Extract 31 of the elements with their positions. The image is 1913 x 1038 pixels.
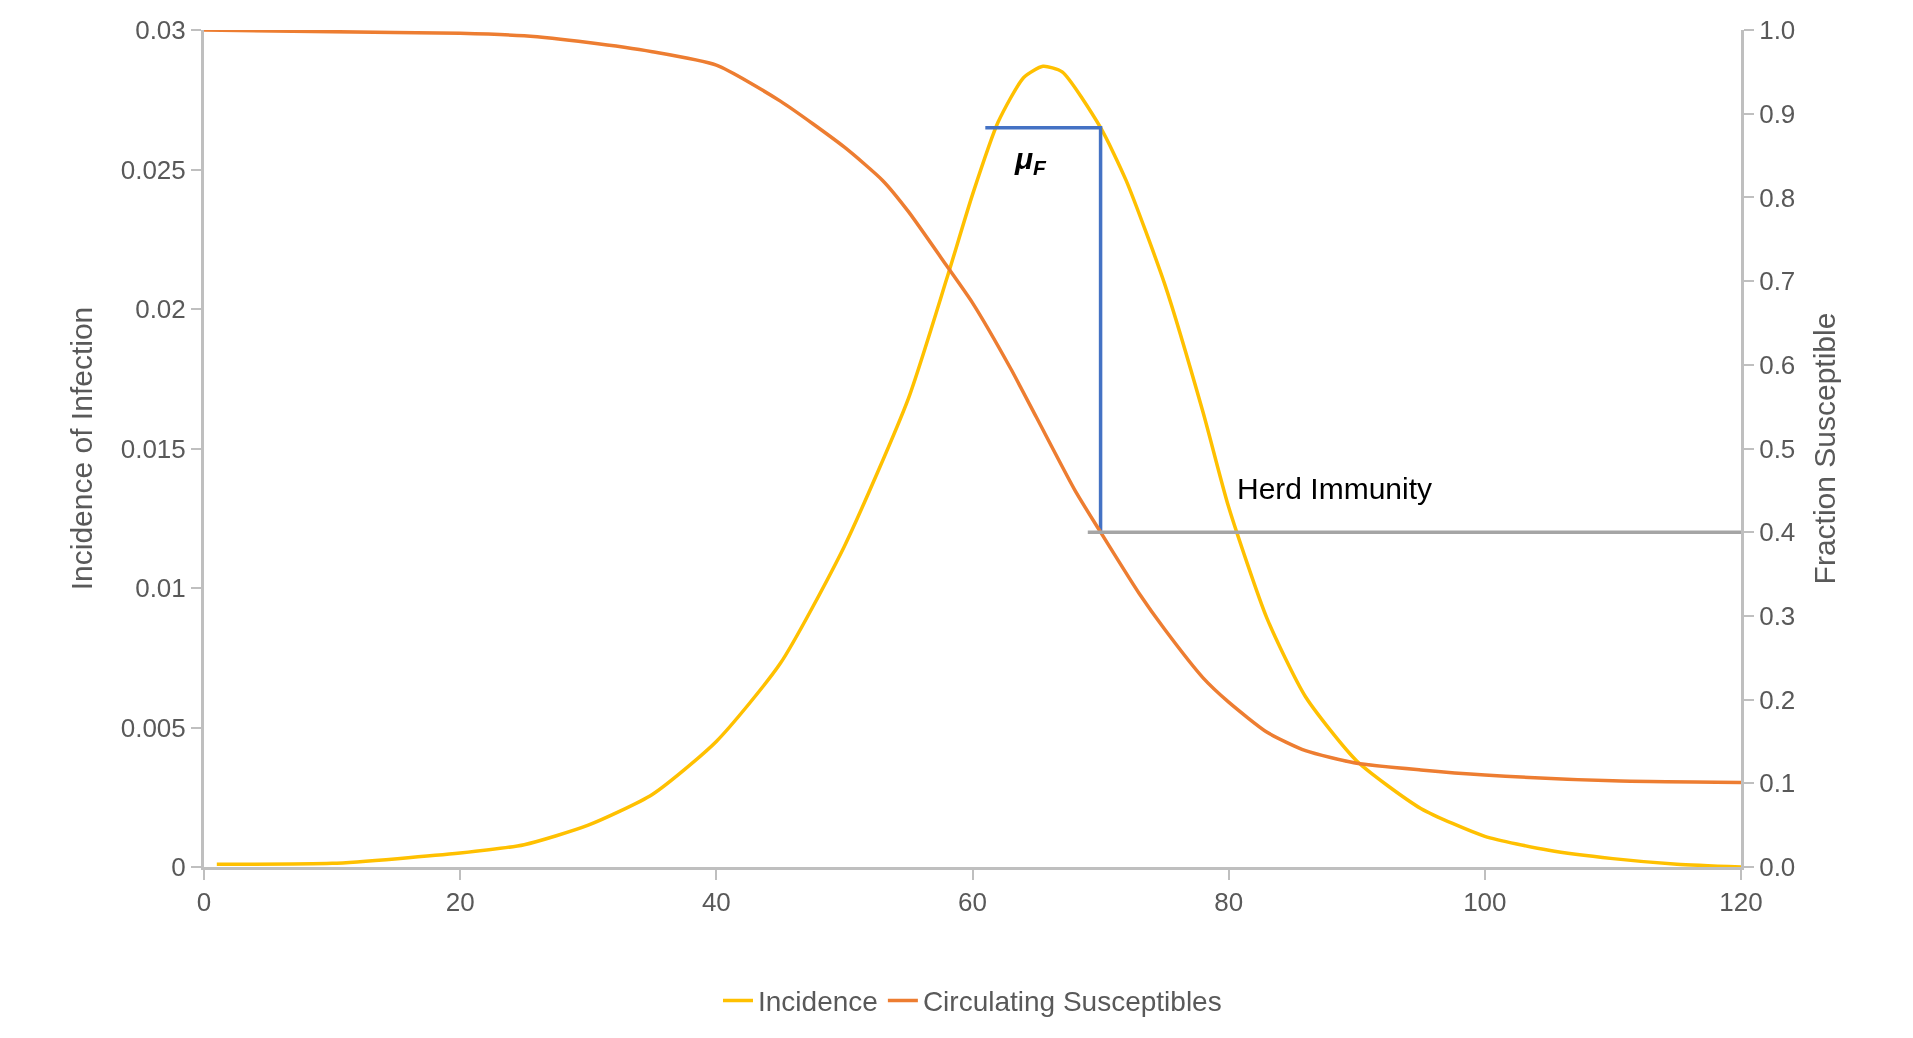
annotation: μ$_{F}$ <box>1014 142 1048 180</box>
y2-tick-label: 0.5 <box>1759 433 1796 464</box>
y2-tick-label: 0.8 <box>1759 182 1796 213</box>
y2-axis-title: Fraction Susceptible <box>1807 312 1841 585</box>
y-tick-label: 0.015 <box>120 433 186 464</box>
y2-tick-label: 0.4 <box>1759 517 1796 548</box>
x-tick-label: 0 <box>196 887 212 918</box>
x-tick-label: 20 <box>445 887 475 918</box>
y-tick-label: 0.01 <box>135 573 186 604</box>
y-tick-label: 0.02 <box>135 294 186 325</box>
y2-tick-label: 1.0 <box>1759 15 1796 46</box>
x-tick-label: 40 <box>701 887 731 918</box>
x-tick-label: 80 <box>1214 887 1244 918</box>
y-axis-title: Incidence of Infection <box>64 306 98 591</box>
y2-tick-label: 0.3 <box>1759 601 1796 631</box>
y-tick-label: 0.005 <box>120 712 186 743</box>
x-tick-label: 120 <box>1719 887 1763 918</box>
y-tick-label: 0 <box>171 852 186 883</box>
legend-label: Incidence <box>758 986 878 1018</box>
y2-tick-label: 0.7 <box>1759 266 1796 297</box>
y2-tick-label: 0.2 <box>1759 684 1796 715</box>
y2-tick-label: 0.0 <box>1759 852 1796 883</box>
x-tick-label: 100 <box>1463 887 1507 918</box>
legend-label: Circulating Susceptibles <box>922 986 1222 1018</box>
y2-tick-label: 0.9 <box>1759 98 1796 129</box>
y-tick-label: 0.03 <box>135 15 186 46</box>
y-tick-label: 0.025 <box>120 154 186 185</box>
x-tick-label: 60 <box>958 887 987 918</box>
y2-tick-label: 0.6 <box>1759 349 1796 380</box>
y2-tick-label: 0.1 <box>1759 768 1796 799</box>
annotation: Herd Immunity <box>1237 472 1433 505</box>
